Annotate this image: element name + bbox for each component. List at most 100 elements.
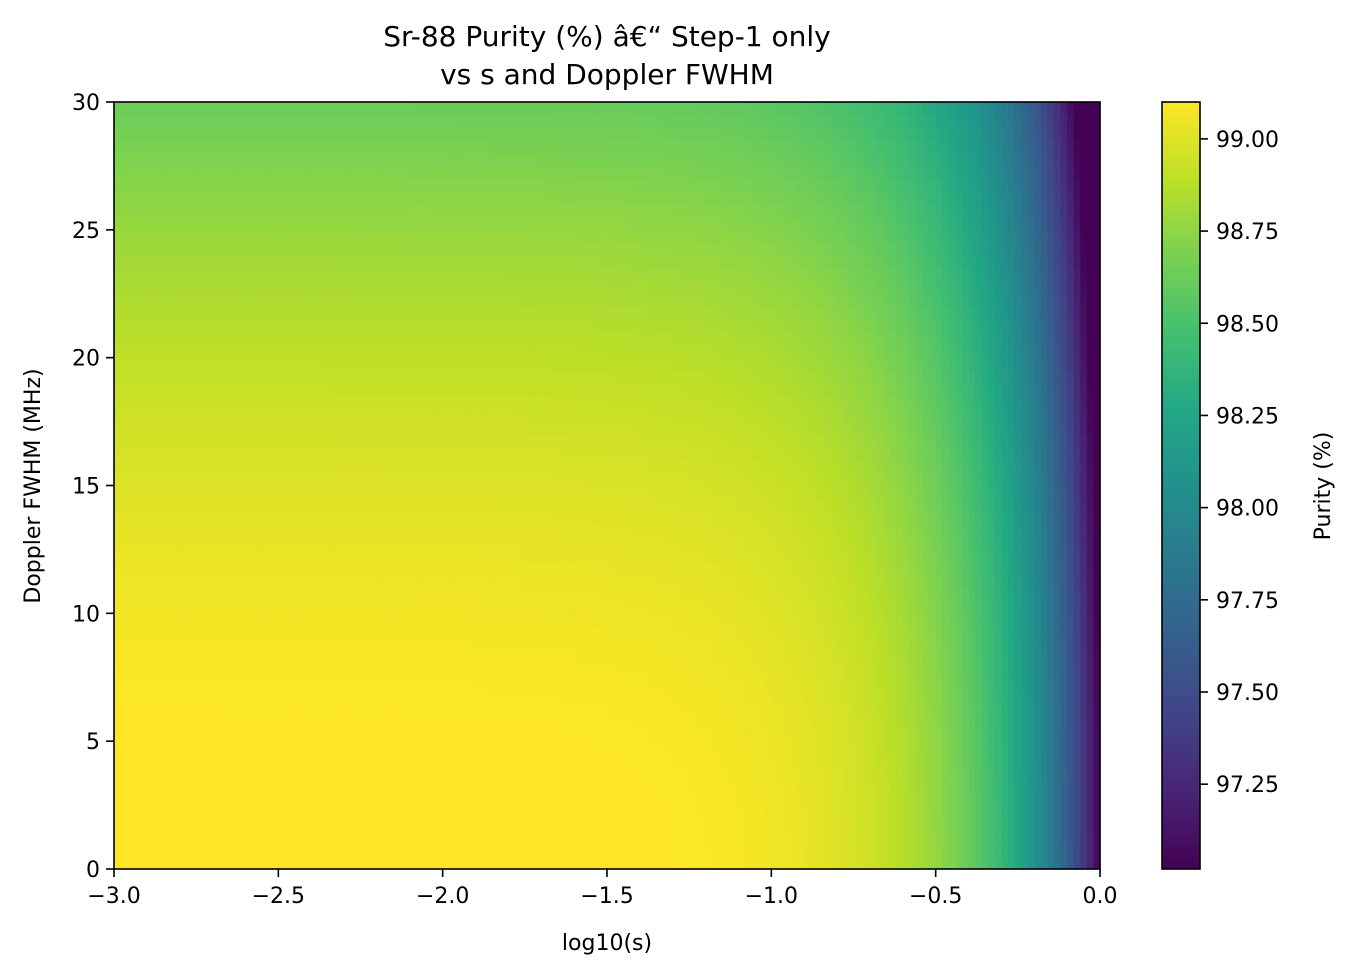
- heatmap-cell: [232, 690, 240, 704]
- heatmap-cell: [298, 434, 306, 448]
- heatmap-cell: [633, 447, 641, 461]
- heatmap-cell: [284, 447, 293, 461]
- heatmap-cell: [514, 651, 523, 666]
- heatmap-cell: [291, 753, 299, 768]
- heatmap-cell: [856, 766, 864, 781]
- heatmap-cell: [843, 715, 851, 729]
- heatmap-cell: [120, 766, 128, 781]
- heatmap-cell: [186, 447, 194, 461]
- heatmap-cell: [330, 817, 339, 832]
- heatmap-cell: [422, 664, 431, 678]
- heatmap-cell: [383, 766, 391, 781]
- heatmap-cell: [225, 753, 233, 768]
- heatmap-cell: [521, 613, 529, 627]
- heatmap-cell: [863, 664, 871, 678]
- heatmap-cell: [521, 728, 529, 742]
- heatmap-cell: [856, 702, 864, 717]
- heatmap-cell: [935, 523, 943, 538]
- heatmap-cell: [777, 779, 786, 793]
- heatmap-cell: [311, 766, 319, 781]
- heatmap-cell: [804, 549, 812, 563]
- heatmap-cell: [600, 638, 608, 653]
- heatmap-cell: [252, 843, 260, 857]
- heatmap-cell: [1067, 472, 1075, 487]
- heatmap-cell: [560, 843, 569, 857]
- heatmap-cell: [942, 600, 950, 614]
- heatmap-cell: [758, 626, 766, 640]
- heatmap-cell: [390, 587, 398, 602]
- heatmap-cell: [1034, 459, 1042, 474]
- heatmap-cell: [258, 856, 266, 870]
- heatmap-cell: [376, 447, 385, 461]
- heatmap-cell: [252, 856, 260, 870]
- heatmap-cell: [554, 753, 562, 768]
- heatmap-cell: [475, 766, 483, 781]
- heatmap-cell: [929, 562, 937, 576]
- heatmap-cell: [810, 766, 818, 781]
- heatmap-cell: [955, 523, 963, 538]
- heatmap-cell: [238, 753, 247, 768]
- heatmap-cell: [777, 817, 786, 832]
- heatmap-cell: [390, 498, 398, 512]
- heatmap-cell: [133, 753, 141, 768]
- heatmap-cell: [653, 574, 661, 589]
- heatmap-cell: [179, 728, 187, 742]
- heatmap-cell: [666, 702, 674, 717]
- heatmap-cell: [929, 715, 937, 729]
- heatmap-cell: [554, 766, 562, 781]
- heatmap-cell: [534, 459, 542, 474]
- heatmap-cell: [403, 459, 411, 474]
- heatmap-cell: [1073, 574, 1081, 589]
- heatmap-cell: [265, 856, 273, 870]
- heatmap-cell: [751, 677, 759, 691]
- heatmap-cell: [534, 856, 542, 870]
- heatmap-cell: [311, 856, 319, 870]
- heatmap-cell: [613, 626, 621, 640]
- heatmap-cell: [883, 843, 891, 857]
- heatmap-cell: [718, 472, 726, 487]
- heatmap-cell: [284, 805, 293, 819]
- heatmap-cell: [232, 753, 240, 768]
- heatmap-cell: [330, 651, 339, 666]
- heatmap-cell: [764, 664, 772, 678]
- heatmap-cell: [212, 843, 220, 857]
- heatmap-cell: [482, 549, 490, 563]
- heatmap-cell: [442, 562, 450, 576]
- heatmap-cell: [692, 728, 700, 742]
- heatmap-cell: [909, 677, 917, 691]
- heatmap-cell: [613, 536, 621, 551]
- heatmap-cell: [344, 574, 352, 589]
- heatmap-cell: [593, 715, 602, 729]
- heatmap-cell: [114, 638, 122, 653]
- heatmap-cell: [232, 651, 240, 666]
- heatmap-cell: [560, 587, 569, 602]
- heatmap-cell: [390, 766, 398, 781]
- heatmap-cell: [468, 549, 477, 563]
- heatmap-cell: [1040, 715, 1049, 729]
- heatmap-cell: [140, 587, 148, 602]
- heatmap-cell: [390, 702, 398, 717]
- heatmap-cell: [324, 472, 332, 487]
- heatmap-cell: [449, 549, 457, 563]
- heatmap-cell: [1040, 613, 1049, 627]
- heatmap-cell: [1021, 753, 1029, 768]
- heatmap-cell: [1080, 779, 1088, 793]
- heatmap-cell: [225, 485, 233, 499]
- heatmap-cell: [850, 664, 858, 678]
- heatmap-cell: [528, 549, 536, 563]
- heatmap-cell: [160, 562, 168, 576]
- heatmap-cell: [942, 830, 950, 845]
- heatmap-cell: [837, 856, 845, 870]
- heatmap-cell: [784, 792, 792, 806]
- heatmap-cell: [1007, 485, 1016, 499]
- heatmap-cell: [383, 447, 391, 461]
- heatmap-cell: [278, 830, 286, 845]
- heatmap-cell: [455, 574, 463, 589]
- heatmap-cell: [712, 664, 720, 678]
- heatmap-cell: [896, 766, 904, 781]
- heatmap-cell: [863, 830, 871, 845]
- heatmap-cell: [961, 677, 970, 691]
- heatmap-cell: [534, 690, 542, 704]
- heatmap-cell: [396, 626, 404, 640]
- heatmap-cell: [252, 753, 260, 768]
